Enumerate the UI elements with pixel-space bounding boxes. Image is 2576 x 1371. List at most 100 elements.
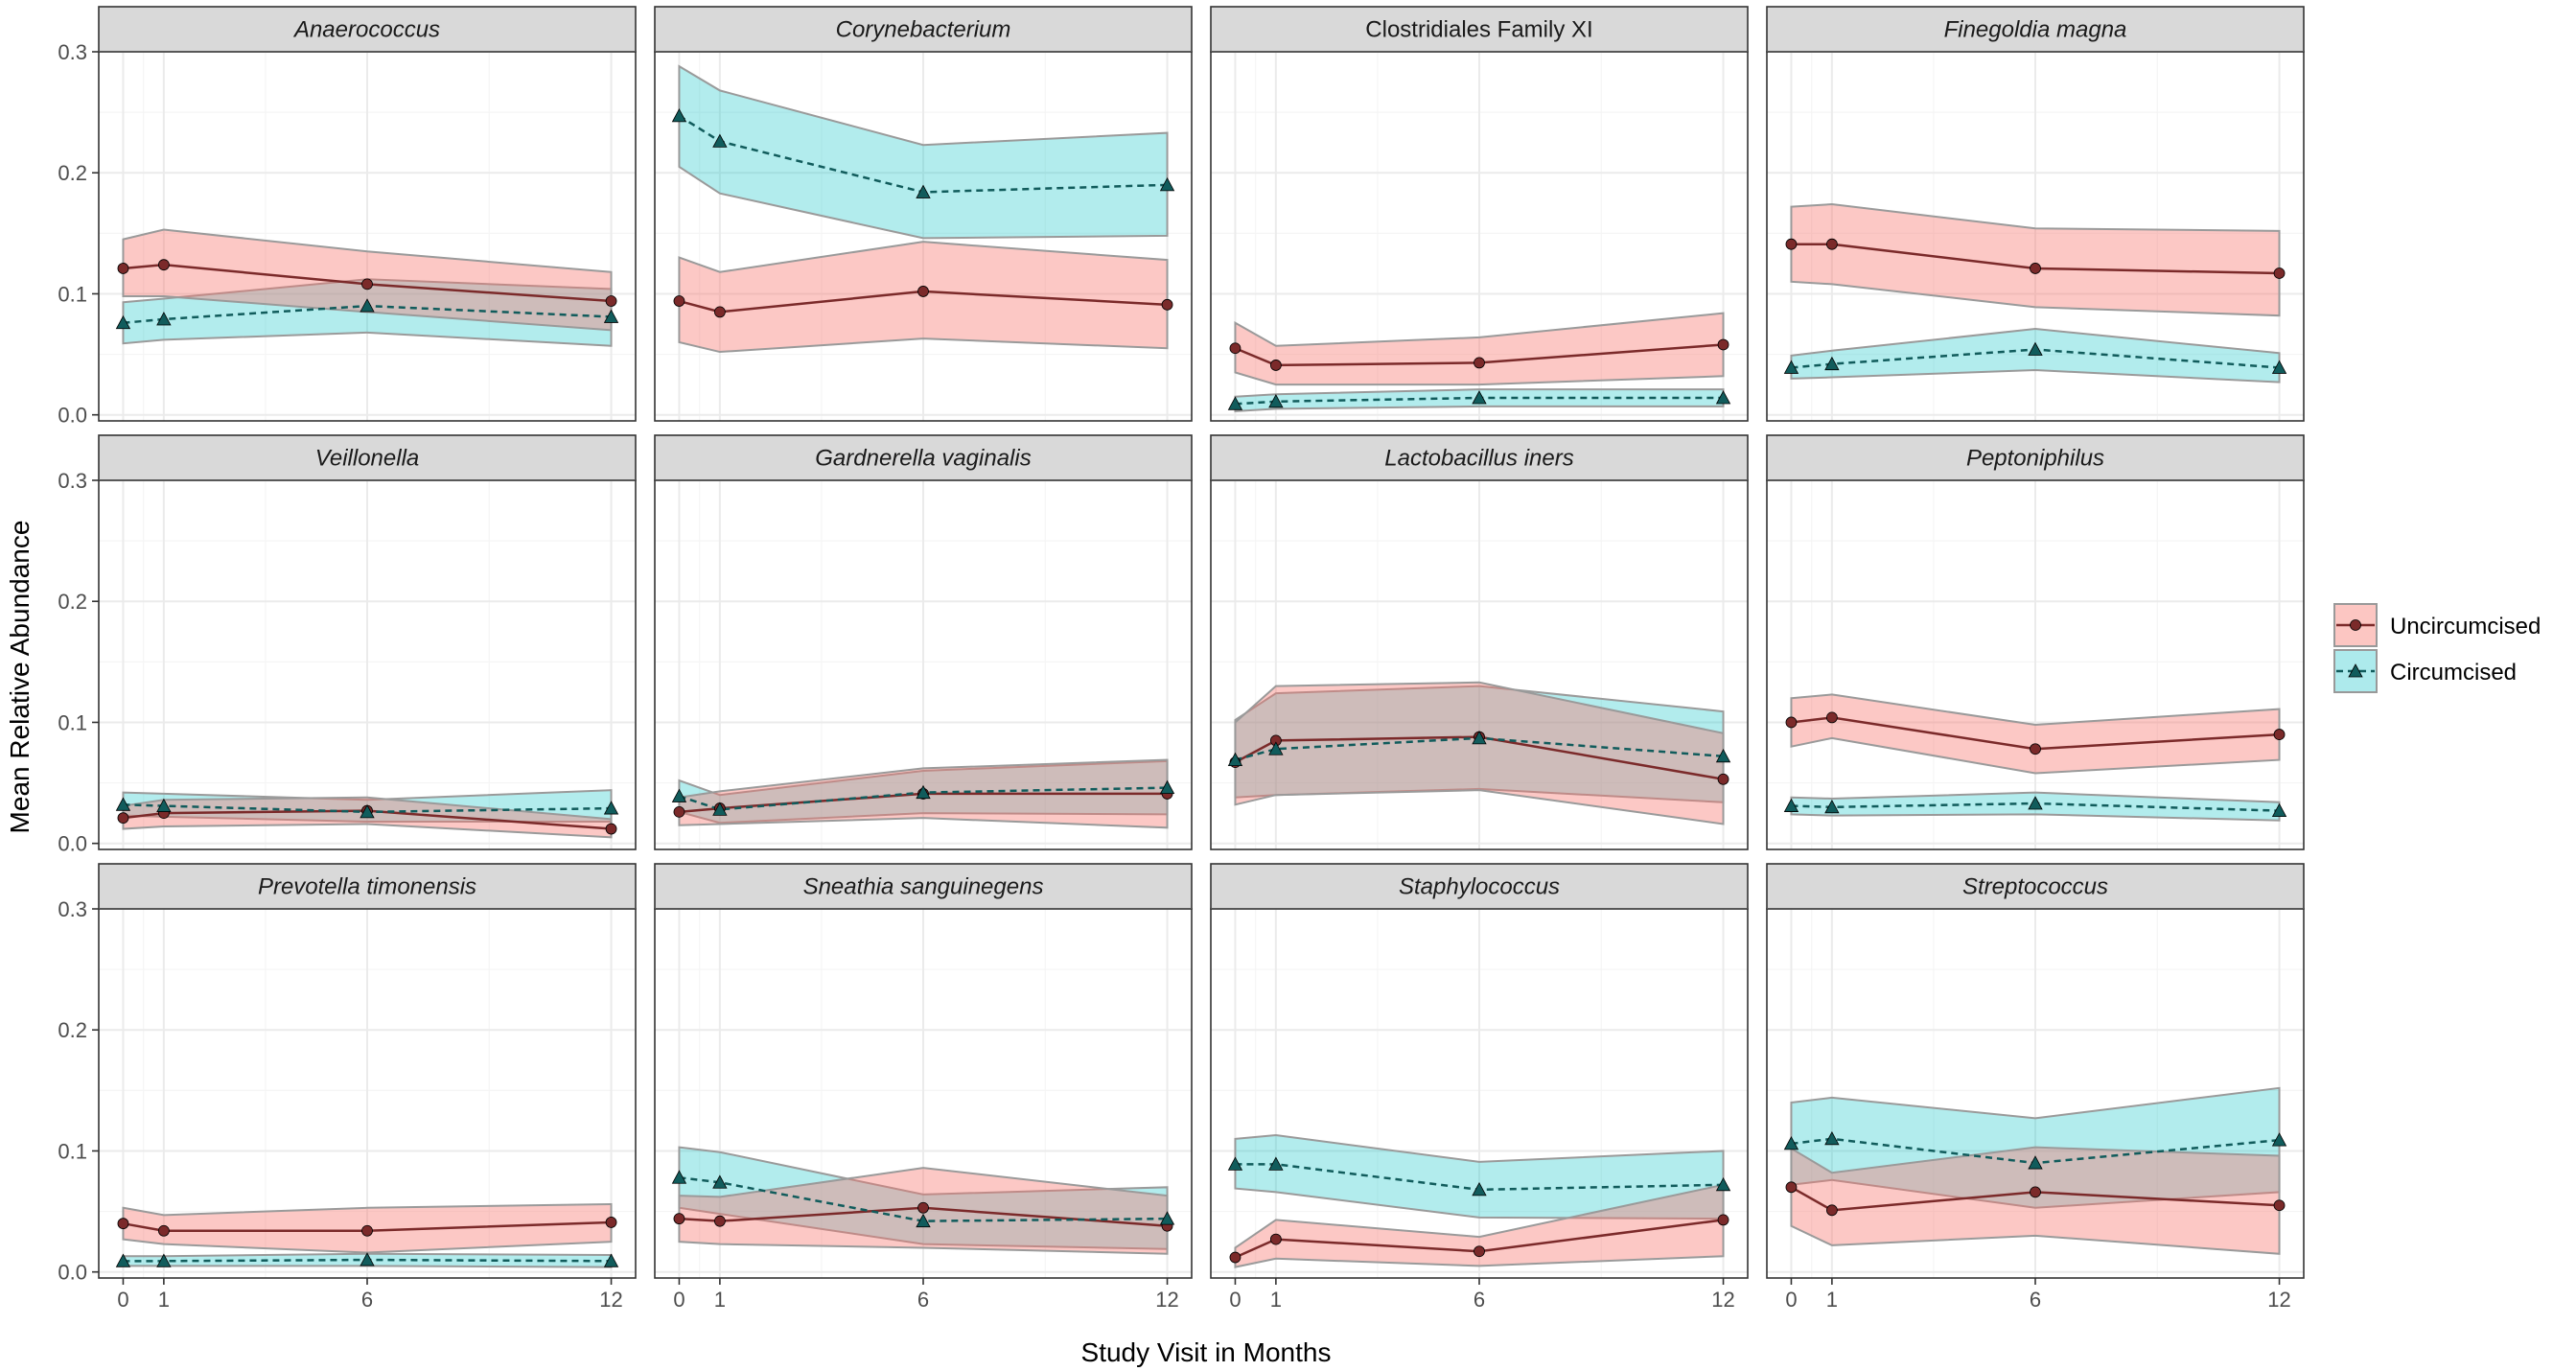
point-circumcised-staphylococcus (1227, 1156, 1243, 1171)
line-uncircumcised-prevotella-timonensis (123, 1220, 612, 1233)
line-circumcised-lactobacillus-iners (1235, 736, 1724, 761)
ribbon-uncircumcised-streptococcus (1790, 1146, 2281, 1255)
panel-gardnerella-vaginalis: Gardnerella vaginalis (654, 434, 1193, 850)
strip-title-gardnerella-vaginalis: Gardnerella vaginalis (815, 446, 1031, 472)
facet-panels: Anaerococcus Corynebacterium Clostridiales… (98, 6, 2305, 1279)
line-circumcised-peptoniphilus (1791, 802, 2280, 812)
point-circumcised-clostridiales-family-xi (1227, 396, 1243, 410)
point-uncircumcised-veillonella (605, 823, 617, 835)
strip-title-clostridiales-family-xi: Clostridiales Family XI (1365, 17, 1592, 43)
x-tick-label: 0 (1229, 1288, 1241, 1312)
point-uncircumcised-anaerococcus (117, 263, 129, 274)
point-uncircumcised-peptoniphilus (2273, 729, 2286, 740)
point-circumcised-lactobacillus-iners (1715, 748, 1731, 763)
point-circumcised-anaerococcus (603, 309, 619, 323)
y-axis-tick-labels: 0.0 0.1 0.2 0.3 0.0 0.1 0.2 0.3 0.0 0.1 0.2 0.3 (58, 40, 99, 1285)
point-uncircumcised-peptoniphilus (1785, 716, 1798, 729)
strip-title-staphylococcus: Staphylococcus (1399, 874, 1560, 900)
point-uncircumcised-streptococcus (2273, 1199, 2286, 1212)
line-circumcised-staphylococcus (1235, 1163, 1724, 1192)
line-circumcised-sneathia-sanguinegens (679, 1175, 1168, 1222)
line-circumcised-veillonella (123, 803, 612, 814)
point-circumcised-prevotella-timonensis (360, 1252, 375, 1266)
line-uncircumcised-corynebacterium (679, 290, 1168, 314)
point-uncircumcised-peptoniphilus (1825, 711, 1838, 724)
strip-title-prevotella-timonensis: Prevotella timonensis (258, 874, 476, 900)
point-circumcised-clostridiales-family-xi (1472, 390, 1487, 405)
x-tick-label: 0 (1785, 1288, 1797, 1312)
point-circumcised-veillonella (115, 797, 131, 811)
panel-anaerococcus: Anaerococcus (98, 6, 637, 422)
y-tick-label: 0.3 (58, 40, 87, 64)
strip-anaerococcus (98, 6, 637, 53)
point-uncircumcised-anaerococcus (361, 278, 373, 290)
point-circumcised-staphylococcus (1715, 1176, 1731, 1192)
strip-title-anaerococcus: Anaerococcus (292, 17, 440, 43)
point-circumcised-anaerococcus (360, 298, 375, 313)
point-uncircumcised-clostridiales-family-xi (1474, 357, 1485, 369)
y-tick-label: 0.3 (58, 469, 87, 493)
panel-border-veillonella (98, 479, 637, 850)
point-circumcised-streptococcus (2271, 1132, 2287, 1147)
point-circumcised-staphylococcus (1472, 1182, 1487, 1197)
strip-title-streptococcus: Streptococcus (1962, 874, 2108, 900)
point-circumcised-sneathia-sanguinegens (712, 1174, 728, 1189)
strip-lactobacillus-iners (1210, 434, 1749, 481)
point-circumcised-anaerococcus (156, 312, 172, 326)
panel-lactobacillus-iners: Lactobacillus iners (1210, 434, 1749, 850)
point-uncircumcised-corynebacterium (1161, 298, 1173, 311)
point-circumcised-prevotella-timonensis (156, 1253, 172, 1267)
point-uncircumcised-prevotella-timonensis (117, 1218, 129, 1230)
point-circumcised-corynebacterium (916, 184, 931, 198)
x-tick-label: 6 (2030, 1288, 2041, 1312)
point-circumcised-gardnerella-vaginalis (916, 784, 931, 800)
line-uncircumcised-finegoldia-magna (1791, 243, 2280, 275)
point-uncircumcised-finegoldia-magna (2273, 267, 2286, 279)
ribbon-uncircumcised-peptoniphilus (1790, 693, 2281, 775)
point-circumcised-peptoniphilus (1824, 799, 1840, 814)
point-circumcised-anaerococcus (115, 314, 131, 330)
line-uncircumcised-lactobacillus-iners (1234, 735, 1724, 781)
x-tick-label: 1 (158, 1288, 170, 1312)
point-circumcised-peptoniphilus (2028, 796, 2043, 810)
line-uncircumcised-peptoniphilus (1791, 716, 2280, 751)
x-tick-label: 12 (1155, 1288, 1178, 1312)
panel-border-corynebacterium (654, 51, 1193, 422)
x-tick-label: 1 (714, 1288, 726, 1312)
point-circumcised-sneathia-sanguinegens (1159, 1211, 1175, 1225)
legend-marker-circumcised (2348, 663, 2363, 678)
point-uncircumcised-anaerococcus (605, 295, 617, 307)
panel-border-clostridiales-family-xi (1210, 51, 1749, 422)
line-uncircumcised-clostridiales-family-xi (1234, 343, 1724, 367)
panel-border-peptoniphilus (1766, 479, 2305, 850)
y-tick-label: 0.1 (58, 282, 87, 306)
point-circumcised-sneathia-sanguinegens (671, 1170, 687, 1184)
panel-border-gardnerella-vaginalis (654, 479, 1193, 850)
point-uncircumcised-staphylococcus (1474, 1245, 1485, 1258)
y-tick-label: 0.2 (58, 1018, 87, 1042)
point-circumcised-streptococcus (1783, 1136, 1799, 1150)
point-circumcised-corynebacterium (712, 133, 728, 148)
line-circumcised-streptococcus (1791, 1137, 2280, 1165)
point-uncircumcised-veillonella (117, 812, 129, 825)
legend-label-circumcised: Circumcised (2390, 660, 2517, 686)
point-circumcised-gardnerella-vaginalis (1159, 779, 1175, 795)
point-circumcised-clostridiales-family-xi (1715, 390, 1731, 405)
y-tick-label: 0.0 (58, 404, 87, 428)
x-tick-label: 1 (1826, 1288, 1838, 1312)
panel-finegoldia-magna: Finegoldia magna (1766, 6, 2305, 422)
panel-veillonella: Veillonella (98, 434, 637, 850)
point-uncircumcised-finegoldia-magna (1825, 238, 1838, 250)
point-circumcised-finegoldia-magna (2028, 341, 2043, 356)
point-uncircumcised-streptococcus (2030, 1186, 2041, 1198)
point-circumcised-veillonella (603, 801, 619, 815)
point-uncircumcised-clostridiales-family-xi (1269, 360, 1282, 371)
line-circumcised-clostridiales-family-xi (1235, 396, 1724, 406)
point-circumcised-veillonella (360, 804, 375, 819)
line-circumcised-prevotella-timonensis (123, 1258, 612, 1263)
y-axis-title: Mean Relative Abundance (5, 521, 35, 834)
point-uncircumcised-staphylococcus (1229, 1251, 1242, 1264)
ribbon-uncircumcised-lactobacillus-iners (1234, 681, 1725, 825)
strip-title-peptoniphilus: Peptoniphilus (1966, 446, 2104, 472)
point-uncircumcised-prevotella-timonensis (605, 1217, 617, 1228)
